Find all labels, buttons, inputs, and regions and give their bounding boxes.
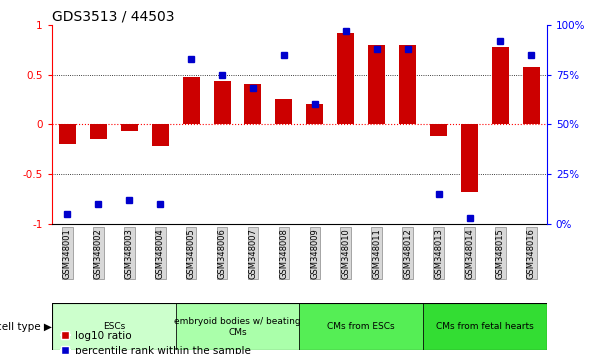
Bar — [430, 124, 447, 136]
Text: GSM348013: GSM348013 — [434, 228, 443, 279]
Text: GSM348011: GSM348011 — [372, 228, 381, 279]
Bar — [152, 124, 169, 146]
Text: GSM348012: GSM348012 — [403, 228, 412, 279]
Bar — [523, 67, 540, 124]
Text: GSM348016: GSM348016 — [527, 228, 536, 279]
Text: GSM348007: GSM348007 — [249, 228, 257, 279]
Text: GSM348003: GSM348003 — [125, 228, 134, 279]
Text: GSM348004: GSM348004 — [156, 228, 165, 279]
FancyBboxPatch shape — [176, 303, 299, 350]
FancyBboxPatch shape — [423, 303, 547, 350]
Bar — [368, 45, 385, 124]
Text: GSM348005: GSM348005 — [186, 228, 196, 279]
Text: embryoid bodies w/ beating
CMs: embryoid bodies w/ beating CMs — [174, 317, 301, 337]
Bar — [244, 85, 262, 124]
Bar — [121, 124, 137, 131]
Text: CMs from fetal hearts: CMs from fetal hearts — [436, 322, 534, 331]
Bar — [399, 45, 416, 124]
Bar — [492, 47, 509, 124]
Text: ESCs: ESCs — [103, 322, 125, 331]
Bar — [183, 76, 200, 124]
Text: GSM348006: GSM348006 — [218, 228, 227, 279]
Text: GSM348014: GSM348014 — [465, 228, 474, 279]
Text: CMs from ESCs: CMs from ESCs — [327, 322, 395, 331]
Bar — [337, 33, 354, 124]
Text: GSM348008: GSM348008 — [279, 228, 288, 279]
Text: GSM348010: GSM348010 — [342, 228, 350, 279]
FancyBboxPatch shape — [299, 303, 423, 350]
Bar — [214, 80, 230, 124]
Bar — [276, 99, 293, 124]
Text: GSM348009: GSM348009 — [310, 228, 320, 279]
Text: GDS3513 / 44503: GDS3513 / 44503 — [52, 10, 174, 24]
Text: GSM348001: GSM348001 — [63, 228, 72, 279]
Bar — [306, 104, 323, 124]
Bar — [461, 124, 478, 192]
Bar — [90, 124, 107, 139]
Text: GSM348015: GSM348015 — [496, 228, 505, 279]
Text: cell type ▶: cell type ▶ — [0, 322, 52, 332]
Bar — [59, 124, 76, 144]
Text: GSM348002: GSM348002 — [94, 228, 103, 279]
Legend: log10 ratio, percentile rank within the sample: log10 ratio, percentile rank within the … — [57, 327, 255, 354]
FancyBboxPatch shape — [52, 303, 176, 350]
